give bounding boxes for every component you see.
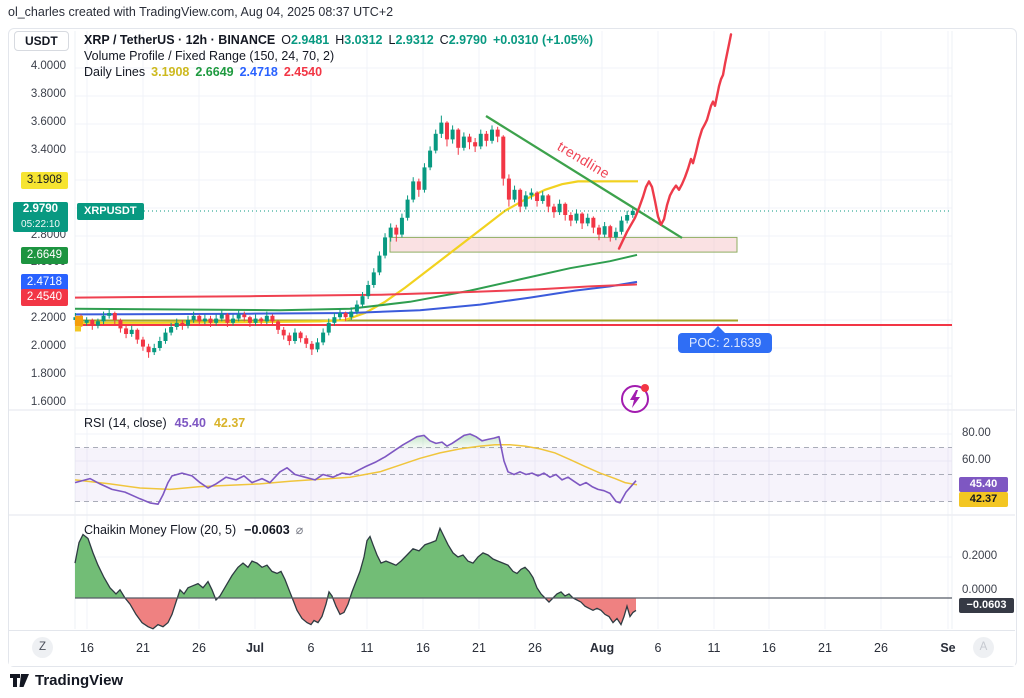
rsi-value: 45.40 xyxy=(174,416,206,430)
price-scale-label: 3.4000 xyxy=(30,144,66,156)
daily-line-badge-red: 2.4540 xyxy=(21,289,68,306)
cmf-negative-area xyxy=(75,598,636,629)
credit-line: ol_charles created with TradingView.com,… xyxy=(8,5,394,19)
legend-volume-profile-row[interactable]: Volume Profile / Fixed Range (150, 24, 7… xyxy=(84,48,593,64)
timezone-button[interactable]: Z xyxy=(32,637,53,658)
daily-line-badge-yellow: 3.1908 xyxy=(21,172,68,189)
tradingview-logo-text: TradingView xyxy=(35,672,124,689)
ohlc-low-value: 2.9312 xyxy=(395,33,434,47)
time-axis-label: 21 xyxy=(818,641,832,655)
daily-line-value-green: 2.6649 xyxy=(195,65,234,79)
tradingview-logo-icon xyxy=(10,674,29,687)
price-scale-label: 4.0000 xyxy=(30,60,66,72)
ohlc-high-key: H xyxy=(335,33,345,47)
current-price-badge: 2.9790 05:22:10 xyxy=(13,202,68,232)
change-value: +0.0310 (+1.05%) xyxy=(492,33,594,47)
cmf-positive-area xyxy=(75,528,636,598)
time-axis-label: 21 xyxy=(472,641,486,655)
volume-profile-bar xyxy=(75,315,83,327)
legend-symbol-row[interactable]: XRP / TetherUS · 12h · BINANCE O2.9481 H3.… xyxy=(84,32,593,48)
time-axis[interactable] xyxy=(9,630,1015,666)
current-price-value: 2.9790 xyxy=(22,203,59,215)
daily-line-badge-blue: 2.4718 xyxy=(21,274,68,291)
ohlc-close-key: C xyxy=(439,33,449,47)
time-axis-label: Aug xyxy=(589,641,615,655)
poc-callout[interactable]: POC: 2.1639 xyxy=(678,326,773,353)
time-axis-label: 26 xyxy=(528,641,542,655)
daily-line-value-blue: 2.4718 xyxy=(239,65,278,79)
indicator-scale-label: 0.2000 xyxy=(962,550,998,562)
flash-events-button[interactable] xyxy=(621,384,649,413)
volume-profile-title: Volume Profile / Fixed Range (150, 24, 7… xyxy=(84,49,335,63)
chart-widget-frame xyxy=(8,28,1017,667)
cmf-legend-row[interactable]: Chaikin Money Flow (20, 5) −0.0603 ⌀ xyxy=(84,522,303,537)
gridlines xyxy=(75,31,952,629)
price-scale-label: 1.6000 xyxy=(30,396,66,408)
alert-dot-icon xyxy=(641,384,649,392)
rsi-badge: 45.40 xyxy=(959,477,1008,492)
time-axis-label: 16 xyxy=(416,641,430,655)
auto-scale-button[interactable]: A xyxy=(973,637,994,658)
ohlc-high-value: 3.0312 xyxy=(344,33,383,47)
rsi-ma-badge: 42.37 xyxy=(959,492,1008,507)
currency-toggle-button[interactable]: USDT xyxy=(14,31,69,51)
legend: XRP / TetherUS · 12h · BINANCE O2.9481 H3.… xyxy=(84,32,593,80)
time-axis-label: Jul xyxy=(245,641,265,655)
candlestick-series xyxy=(73,115,635,358)
price-scale-label: 3.8000 xyxy=(30,88,66,100)
legend-daily-lines-row[interactable]: Daily Lines 3.1908 2.6649 2.4718 2.4540 xyxy=(84,64,593,80)
cmf-value: −0.0603 xyxy=(244,523,290,537)
hidden-values-icon: ⌀ xyxy=(295,523,304,537)
daily-line-value-red: 2.4540 xyxy=(283,65,323,79)
descending-trendline[interactable] xyxy=(485,115,683,239)
volume-profile-bar xyxy=(75,326,81,332)
ohlc-close-value: 2.9790 xyxy=(448,33,487,47)
tradingview-brand[interactable]: TradingView xyxy=(10,672,123,689)
time-axis-label: 11 xyxy=(360,641,374,655)
ohlc-low-key: L xyxy=(388,33,396,47)
daily-line-blue xyxy=(74,280,638,316)
time-axis-label: 21 xyxy=(136,641,150,655)
price-scale-label: 2.2000 xyxy=(30,312,66,324)
rsi-legend-row[interactable]: RSI (14, close) 45.40 42.37 xyxy=(84,416,245,430)
lightning-icon xyxy=(630,390,640,408)
time-axis-label: 6 xyxy=(654,641,662,655)
time-axis-label: 16 xyxy=(762,641,776,655)
daily-line-value-yellow: 3.1908 xyxy=(151,65,190,79)
support-zone-box[interactable] xyxy=(389,236,738,253)
price-projection-path[interactable] xyxy=(617,33,733,250)
symbol-title: XRP / TetherUS · 12h · BINANCE xyxy=(84,33,276,47)
indicator-scale-label: 60.00 xyxy=(962,454,991,466)
ohlc-open-key: O xyxy=(281,33,291,47)
daily-line-yellow xyxy=(75,180,639,324)
time-axis-label: Se xyxy=(940,641,956,655)
cmf-line xyxy=(74,526,637,630)
time-axis-label: 11 xyxy=(707,641,721,655)
symbol-price-label: XRPUSDT xyxy=(77,203,144,220)
daily-line-green xyxy=(74,253,638,312)
indicator-scale-label: 80.00 xyxy=(962,427,991,439)
daily-lines-title: Daily Lines xyxy=(84,65,146,79)
daily-line-red xyxy=(74,283,638,299)
bar-countdown: 05:22:10 xyxy=(21,219,60,230)
ohlc-open-value: 2.9481 xyxy=(290,33,330,47)
rsi-title: RSI (14, close) xyxy=(84,416,167,430)
time-axis-label: 6 xyxy=(307,641,315,655)
cmf-badge: −0.0603 xyxy=(959,598,1014,613)
rsi-ma-value: 42.37 xyxy=(213,416,246,430)
cmf-title: Chaikin Money Flow (20, 5) xyxy=(84,523,237,537)
time-axis-label: 26 xyxy=(192,641,206,655)
rsi-line xyxy=(74,433,637,505)
indicator-scale-label: 0.0000 xyxy=(962,584,998,596)
price-scale-label: 2.0000 xyxy=(30,340,66,352)
price-scale-label: 3.6000 xyxy=(30,116,66,128)
time-axis-label: 26 xyxy=(874,641,888,655)
price-scale-label: 1.8000 xyxy=(30,368,66,380)
daily-line-badge-green: 2.6649 xyxy=(21,247,68,264)
price-scale-label: 2.8000 xyxy=(30,229,66,241)
time-axis-label: 16 xyxy=(80,641,94,655)
